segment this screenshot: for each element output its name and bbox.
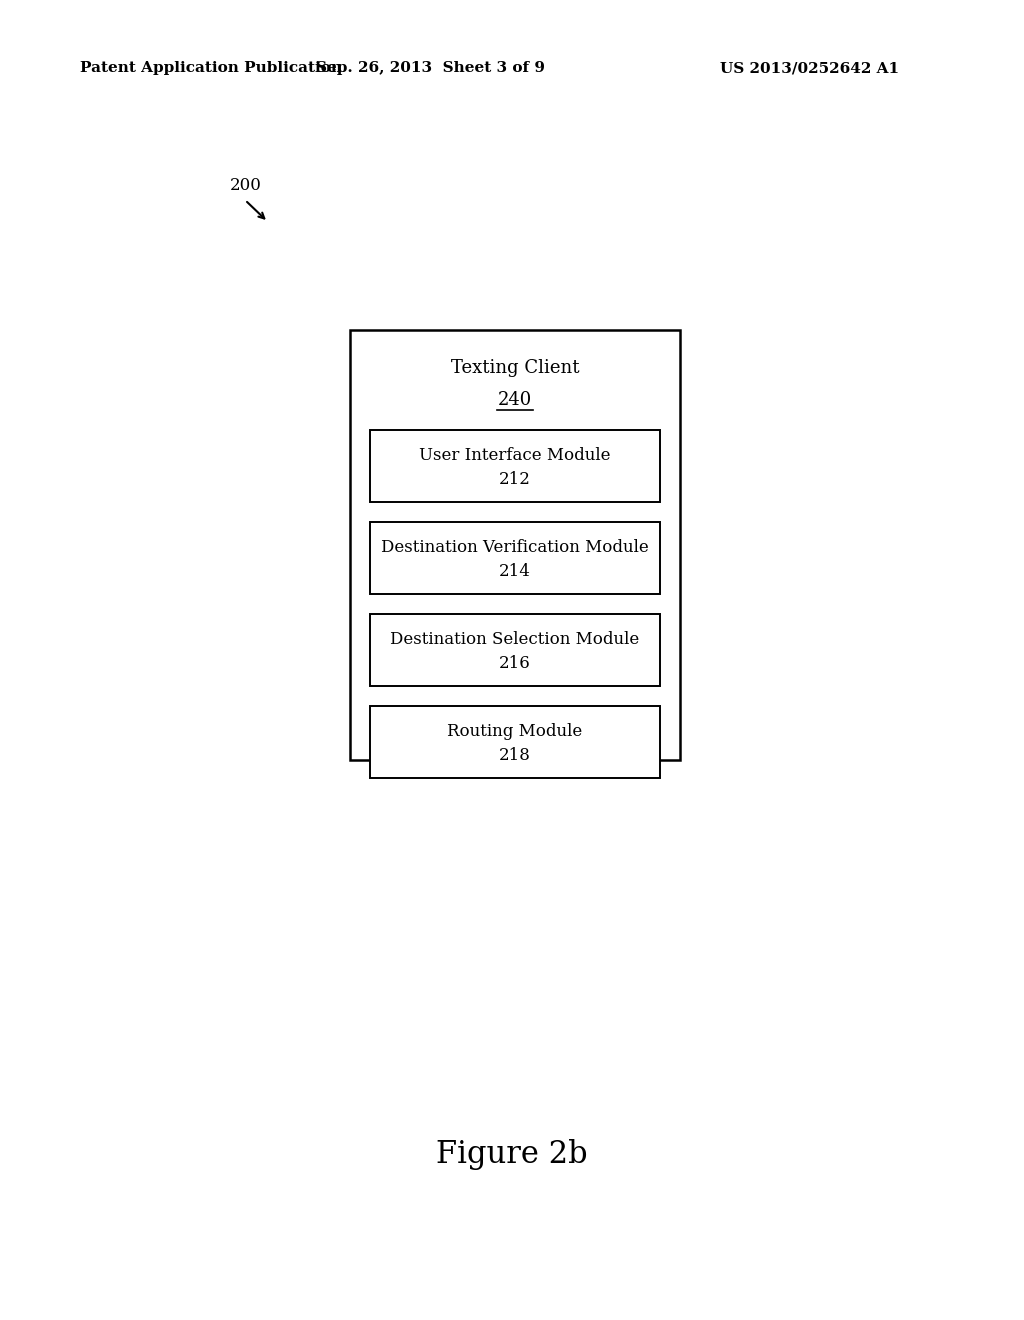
Text: 200: 200 <box>230 177 262 194</box>
Bar <box>370 430 660 502</box>
Text: Patent Application Publication: Patent Application Publication <box>80 61 342 75</box>
Text: Destination Verification Module: Destination Verification Module <box>381 540 649 557</box>
Text: User Interface Module: User Interface Module <box>419 447 610 465</box>
Text: 218: 218 <box>499 747 530 764</box>
Text: 240: 240 <box>498 391 532 409</box>
Text: Destination Selection Module: Destination Selection Module <box>390 631 640 648</box>
Text: US 2013/0252642 A1: US 2013/0252642 A1 <box>721 61 899 75</box>
Text: Texting Client: Texting Client <box>451 359 580 378</box>
Bar <box>370 614 660 686</box>
Text: Figure 2b: Figure 2b <box>436 1139 588 1171</box>
Text: 216: 216 <box>499 656 530 672</box>
Bar <box>350 330 680 760</box>
Text: Sep. 26, 2013  Sheet 3 of 9: Sep. 26, 2013 Sheet 3 of 9 <box>315 61 545 75</box>
Bar <box>370 521 660 594</box>
Bar <box>370 706 660 777</box>
Text: Routing Module: Routing Module <box>447 723 583 741</box>
Text: 212: 212 <box>499 471 530 488</box>
Text: 214: 214 <box>499 564 530 581</box>
